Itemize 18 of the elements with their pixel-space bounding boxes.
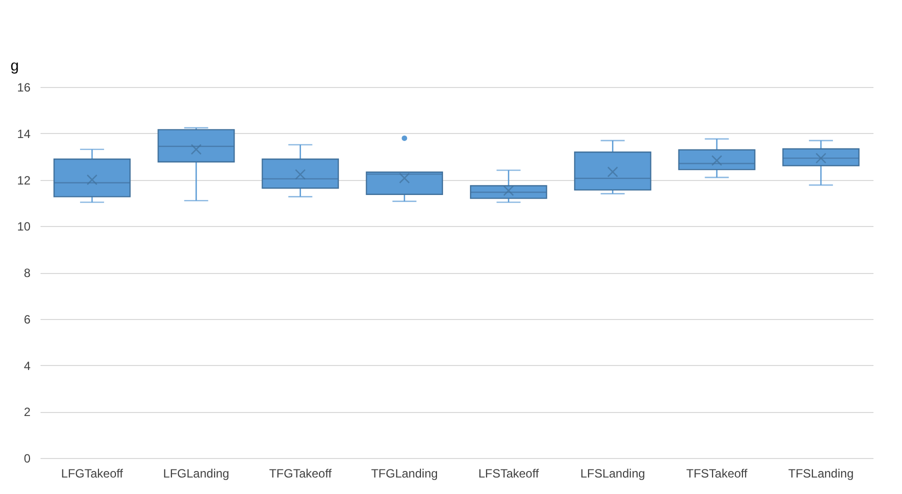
x-tick-label: LFGLanding [163,466,230,480]
y-tick-label: 16 [17,80,31,94]
y-tick-label: 2 [24,405,31,420]
x-tick-label: TFSTakeoff [686,466,748,480]
y-tick-label: 0 [24,452,31,466]
x-tick-label: LFSLanding [580,466,646,480]
y-tick-label: 12 [17,173,31,188]
y-tick-label: 8 [24,266,31,280]
x-tick-label: LFGTakeoff [61,466,124,480]
y-tick-label: 6 [24,312,31,326]
x-tick-label: LFSTakeoff [478,466,540,480]
y-tick-label: 4 [24,358,31,373]
x-tick-label: TFSLanding [788,466,854,480]
x-tick-label: TFGLanding [371,466,438,480]
y-tick-label: 10 [17,220,31,234]
y-axis-title: g [10,58,19,74]
y-tick-label: 14 [17,126,31,141]
x-tick-label: TFGTakeoff [269,466,332,480]
